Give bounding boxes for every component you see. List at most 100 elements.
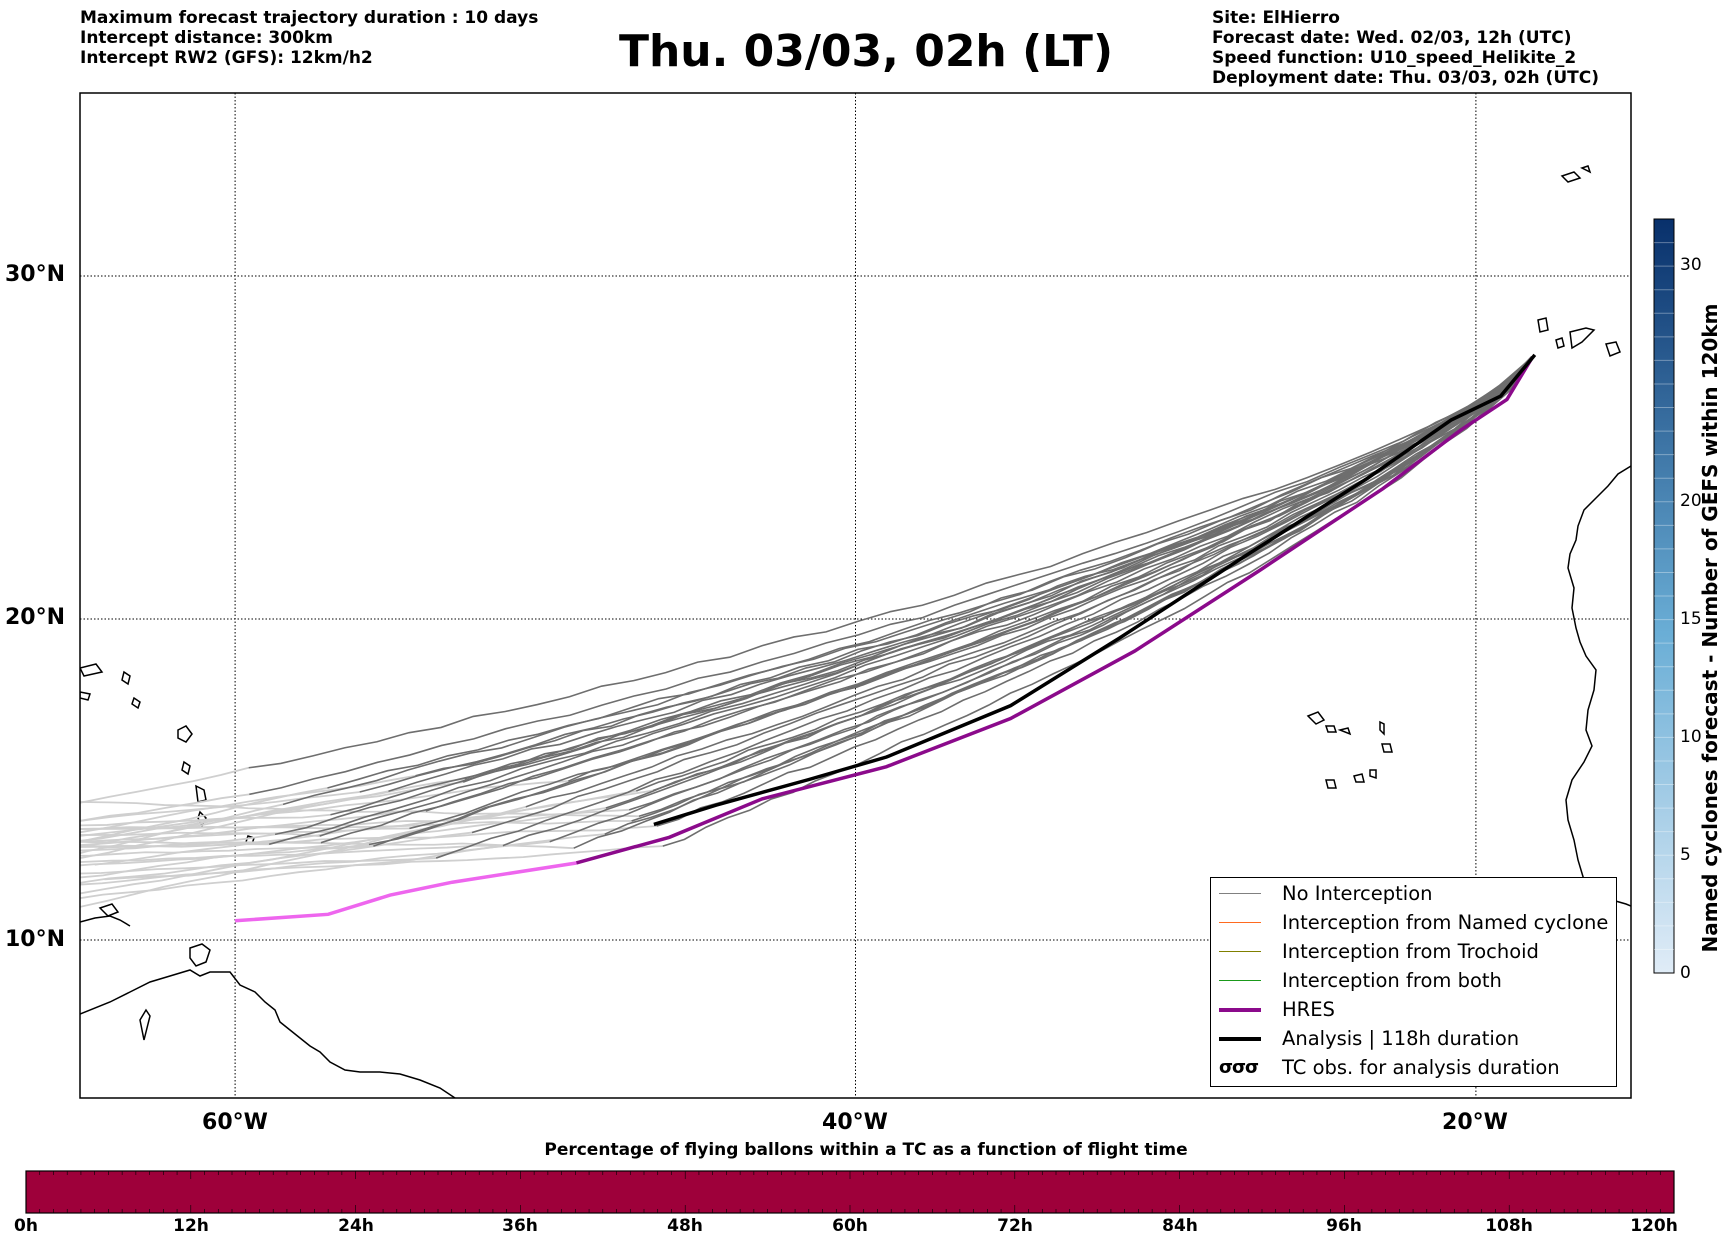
hres-line-late bbox=[234, 861, 577, 923]
legend-swatch bbox=[1219, 1007, 1261, 1012]
right-colorbar-bands bbox=[1654, 242, 1674, 950]
lon-label-60w: 60°W bbox=[202, 1110, 268, 1135]
island-antilles-1 bbox=[177, 725, 193, 743]
island-antilles-9 bbox=[121, 670, 131, 686]
trajectory-line bbox=[320, 357, 1533, 844]
island-cape-verde-7 bbox=[1353, 773, 1365, 783]
legend-swatch bbox=[1219, 1036, 1261, 1041]
trajectory-line bbox=[409, 357, 1533, 830]
island-puerto-rico bbox=[80, 663, 104, 677]
legend-item-named-cyclone: Interception from Named cyclone bbox=[1219, 908, 1608, 937]
trajectory-line bbox=[662, 356, 1533, 847]
legend-swatch bbox=[1219, 921, 1261, 924]
trajectory-line bbox=[268, 359, 1533, 846]
ensemble-trajectories-no-interception bbox=[248, 355, 1533, 859]
island-canaries-3 bbox=[1605, 341, 1621, 357]
title-text: Thu. 03/03, 02h (LT) bbox=[618, 26, 1114, 77]
trajectory-line bbox=[359, 358, 1533, 793]
right-colorbar-tick: 0 bbox=[1680, 963, 1691, 983]
trajectory-line bbox=[638, 357, 1533, 818]
coastline-south-america bbox=[80, 969, 456, 1098]
island-antilles-6 bbox=[98, 903, 120, 917]
island-cape-verde-2 bbox=[1324, 725, 1338, 733]
right-colorbar-tick: 20 bbox=[1680, 491, 1702, 511]
lon-label-20w: 20°W bbox=[1442, 1110, 1508, 1135]
island-canaries-2 bbox=[1569, 327, 1596, 350]
site-text: Site: ElHierro bbox=[1212, 8, 1340, 28]
island-antilles-10 bbox=[131, 696, 141, 710]
legend-label: Interception from Named cyclone bbox=[1282, 911, 1609, 934]
trajectory-line-late bbox=[80, 803, 284, 855]
bottom-colorbar-tick: 108h bbox=[1485, 1216, 1533, 1236]
right-colorbar-tick: 5 bbox=[1680, 845, 1691, 865]
lon-label-40w: 40°W bbox=[822, 1110, 888, 1135]
legend-label: Analysis | 118h duration bbox=[1282, 1027, 1520, 1050]
trajectory-line-late bbox=[80, 801, 640, 818]
island-cape-verde-4 bbox=[1379, 720, 1385, 736]
island-cape-verde-8 bbox=[1369, 769, 1377, 780]
island-antilles-7 bbox=[139, 1008, 151, 1041]
trajectory-line bbox=[636, 357, 1533, 792]
island-cape-verde-6 bbox=[1325, 779, 1337, 789]
bottom-colorbar-title: Percentage of flying ballons within a TC… bbox=[544, 1140, 1188, 1160]
intercept-distance-text: Intercept distance: 300km bbox=[80, 28, 333, 48]
right-colorbar-tick: 10 bbox=[1680, 727, 1702, 747]
header-right: Site: ElHierro Forecast date: Wed. 02/03… bbox=[1212, 8, 1599, 88]
right-colorbar-tick: 30 bbox=[1680, 255, 1702, 275]
trajectory-line bbox=[415, 356, 1533, 777]
island-canaries-4 bbox=[1555, 337, 1565, 349]
island-antilles-3 bbox=[181, 760, 191, 776]
bottom-colorbar-tick: 60h bbox=[832, 1216, 868, 1236]
bottom-colorbar-tick: 0h bbox=[14, 1216, 38, 1236]
bottom-colorbar-tick: 72h bbox=[997, 1216, 1033, 1236]
coastline-africa bbox=[1565, 465, 1631, 907]
trajectory-line-late bbox=[80, 793, 250, 822]
legend-item-no-interception: No Interception bbox=[1219, 879, 1433, 908]
trajectory-line-late bbox=[80, 807, 606, 879]
island-madeira bbox=[1560, 171, 1582, 183]
trajectory-line bbox=[435, 356, 1533, 859]
legend-label: HRES bbox=[1282, 998, 1335, 1021]
legend: No Interception Interception from Named … bbox=[1210, 877, 1617, 1087]
header-left: Maximum forecast trajectory duration : 1… bbox=[80, 8, 538, 68]
ensemble-trajectories-early bbox=[80, 766, 663, 908]
main-series bbox=[234, 353, 1537, 923]
legend-item-analysis: Analysis | 118h duration bbox=[1219, 1024, 1519, 1053]
trajectory-line bbox=[274, 359, 1533, 836]
bottom-colorbar-tick: 24h bbox=[338, 1216, 374, 1236]
trajectory-line bbox=[330, 359, 1533, 816]
legend-item-tc-obs: σσσ TC obs. for analysis duration bbox=[1219, 1053, 1560, 1082]
forecast-date-text: Forecast date: Wed. 02/03, 12h (UTC) bbox=[1212, 28, 1572, 48]
island-cape-verde-3 bbox=[1337, 727, 1352, 736]
intercept-rw2-text: Intercept RW2 (GFS): 12km/h2 bbox=[80, 48, 373, 68]
legend-swatch bbox=[1219, 979, 1261, 982]
legend-item-both: Interception from both bbox=[1219, 966, 1502, 995]
trajectory-line bbox=[525, 359, 1533, 808]
page-title: Thu. 03/03, 02h (LT) bbox=[0, 26, 1732, 78]
trajectory-line bbox=[248, 359, 1533, 769]
bottom-colorbar-tick: 96h bbox=[1326, 1216, 1362, 1236]
bottom-colorbar-tick: 84h bbox=[1162, 1216, 1198, 1236]
coastline-central-america bbox=[80, 915, 131, 927]
legend-label: Interception from Trochoid bbox=[1282, 940, 1539, 963]
tc-symbol-icon: σσσ bbox=[1219, 1057, 1259, 1078]
trajectory-line bbox=[327, 356, 1533, 789]
island-antilles-2 bbox=[195, 784, 207, 803]
legend-swatch bbox=[1219, 892, 1261, 895]
legend-item-trochoid: Interception from Trochoid bbox=[1219, 937, 1539, 966]
coastlines bbox=[80, 165, 1631, 1098]
analysis-line bbox=[653, 353, 1537, 827]
trajectory-line bbox=[319, 359, 1533, 837]
map-frame bbox=[79, 92, 1632, 1099]
trajectory-line bbox=[368, 356, 1533, 846]
island-cape-verde-5 bbox=[1381, 743, 1393, 753]
lat-label-10: 10°N bbox=[4, 927, 65, 952]
bottom-colorbar-tick: 48h bbox=[667, 1216, 703, 1236]
trajectory-line-late bbox=[80, 766, 249, 804]
trajectory-line bbox=[567, 356, 1533, 782]
max-duration-text: Maximum forecast trajectory duration : 1… bbox=[80, 8, 539, 28]
right-colorbar bbox=[1653, 218, 1675, 974]
lat-label-30: 30°N bbox=[4, 262, 65, 287]
hres-line bbox=[575, 357, 1534, 865]
